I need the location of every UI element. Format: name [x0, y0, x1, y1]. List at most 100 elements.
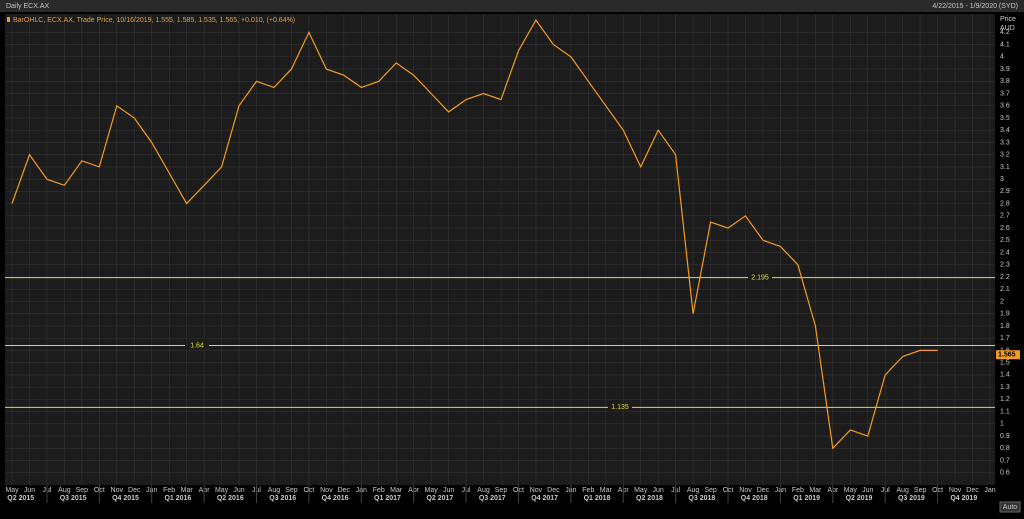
x-tick-label: Jan — [984, 487, 995, 494]
x-tick-label: Mar — [600, 487, 613, 494]
y-tick-label: 2.7 — [1000, 213, 1010, 220]
y-tick-label: 3.4 — [1000, 127, 1010, 134]
x-tick-label: Nov — [949, 487, 962, 494]
y-tick-label: 3.6 — [1000, 103, 1010, 110]
y-tick-label: 3.5 — [1000, 115, 1010, 122]
x-tick-label: Nov — [739, 487, 752, 494]
x-tick-label: Sep — [285, 487, 298, 494]
level-label-bg — [748, 273, 772, 282]
x-tick-label: Sep — [495, 487, 508, 494]
quarter-label: Q2 2019 — [846, 495, 873, 502]
x-tick-label: Feb — [792, 487, 804, 494]
x-tick-label: Jun — [24, 487, 35, 494]
x-tick-label: Mar — [809, 487, 822, 494]
quarter-label: Q2 2015 — [7, 495, 34, 502]
y-tick-label: 2.6 — [1000, 225, 1010, 232]
y-tick-label: 2.3 — [1000, 262, 1010, 269]
y-tick-label: 1.9 — [1000, 311, 1010, 318]
quarter-label: Q2 2016 — [217, 495, 244, 502]
x-tick-label: Sep — [914, 487, 927, 494]
quarter-label: Q2 2017 — [426, 495, 453, 502]
x-tick-label: May — [425, 487, 439, 494]
quarter-label: Q1 2019 — [793, 495, 820, 502]
y-tick-label: 2.9 — [1000, 188, 1010, 195]
x-tick-label: May — [634, 487, 648, 494]
quarter-label: Q4 2015 — [112, 495, 139, 502]
last-price-label: 1.565 — [998, 352, 1016, 359]
quarter-label: Q4 2017 — [531, 495, 558, 502]
y-tick-label: 3.3 — [1000, 139, 1010, 146]
y-tick-label: 0.7 — [1000, 457, 1010, 464]
x-tick-label: Aug — [896, 487, 909, 494]
quarter-label: Q3 2015 — [60, 495, 87, 502]
x-tick-label: Nov — [111, 487, 124, 494]
x-tick-label: May — [215, 487, 229, 494]
header-range: 4/22/2015 - 1/9/2020 (SYD) — [932, 3, 1018, 10]
level-label-bg — [608, 403, 632, 412]
header-title: Daily ECX.AX — [6, 3, 50, 10]
y-tick-label: 3.7 — [1000, 90, 1010, 97]
level-label: 1.135 — [611, 404, 629, 411]
x-tick-label: Aug — [58, 487, 71, 494]
x-tick-label: Feb — [373, 487, 385, 494]
x-tick-label: Sep — [704, 487, 717, 494]
quarter-label: Q4 2016 — [322, 495, 349, 502]
x-tick-label: Feb — [163, 487, 175, 494]
y-axis-unit: AUD — [1000, 25, 1015, 32]
y-tick-label: 1.5 — [1000, 360, 1010, 367]
x-tick-label: Jun — [653, 487, 664, 494]
y-axis-title: Price — [1000, 16, 1016, 23]
quarter-label: Q3 2017 — [479, 495, 506, 502]
header-bar — [0, 0, 1024, 12]
auto-button[interactable] — [999, 501, 1021, 513]
y-tick-label: 2.2 — [1000, 274, 1010, 281]
quarter-label: Q3 2019 — [898, 495, 925, 502]
y-tick-label: 1.4 — [1000, 372, 1010, 379]
x-tick-label: Feb — [582, 487, 594, 494]
x-tick-label: Jun — [233, 487, 244, 494]
quarter-label: Q2 2018 — [636, 495, 663, 502]
quarter-label: Q4 2019 — [950, 495, 977, 502]
quarter-label: Q3 2016 — [269, 495, 296, 502]
x-tick-label: Jun — [862, 487, 873, 494]
level-label: 1.64 — [190, 342, 204, 349]
last-price-tag — [996, 350, 1020, 360]
x-tick-label: Sep — [76, 487, 89, 494]
y-tick-label: 2.1 — [1000, 286, 1010, 293]
y-tick-label: 4.2 — [1000, 29, 1010, 36]
x-tick-label: Dec — [966, 487, 979, 494]
y-tick-label: 1.8 — [1000, 323, 1010, 330]
y-tick-label: 1.1 — [1000, 408, 1010, 415]
y-tick-label: 2.5 — [1000, 237, 1010, 244]
y-tick-label: 1.2 — [1000, 396, 1010, 403]
x-tick-label: Aug — [268, 487, 281, 494]
quarter-label: Q1 2018 — [584, 495, 611, 502]
y-tick-label: 2 — [1000, 298, 1004, 305]
y-tick-label: 3.8 — [1000, 78, 1010, 85]
x-tick-label: Dec — [128, 487, 141, 494]
x-tick-label: May — [844, 487, 858, 494]
x-tick-label: Mar — [181, 487, 194, 494]
y-tick-label: 4 — [1000, 54, 1004, 61]
y-tick-label: 0.6 — [1000, 470, 1010, 477]
y-tick-label: 4.1 — [1000, 41, 1010, 48]
quarter-label: Q3 2018 — [688, 495, 715, 502]
y-tick-label: 3.1 — [1000, 164, 1010, 171]
x-tick-label: Jun — [443, 487, 454, 494]
y-tick-label: 3.9 — [1000, 66, 1010, 73]
y-tick-label: 1.3 — [1000, 384, 1010, 391]
quarter-label: Q1 2017 — [374, 495, 401, 502]
x-tick-label: Aug — [477, 487, 490, 494]
y-tick-label: 1.7 — [1000, 335, 1010, 342]
quarter-label: Q1 2016 — [164, 495, 191, 502]
y-tick-label: 0.8 — [1000, 445, 1010, 452]
x-tick-label: Dec — [757, 487, 770, 494]
legend-swatch — [7, 17, 10, 22]
x-tick-label: Nov — [530, 487, 543, 494]
auto-label[interactable]: Auto — [1003, 504, 1018, 511]
x-tick-label: Dec — [338, 487, 351, 494]
y-tick-label: 3.2 — [1000, 152, 1010, 159]
x-tick-label: Mar — [390, 487, 403, 494]
